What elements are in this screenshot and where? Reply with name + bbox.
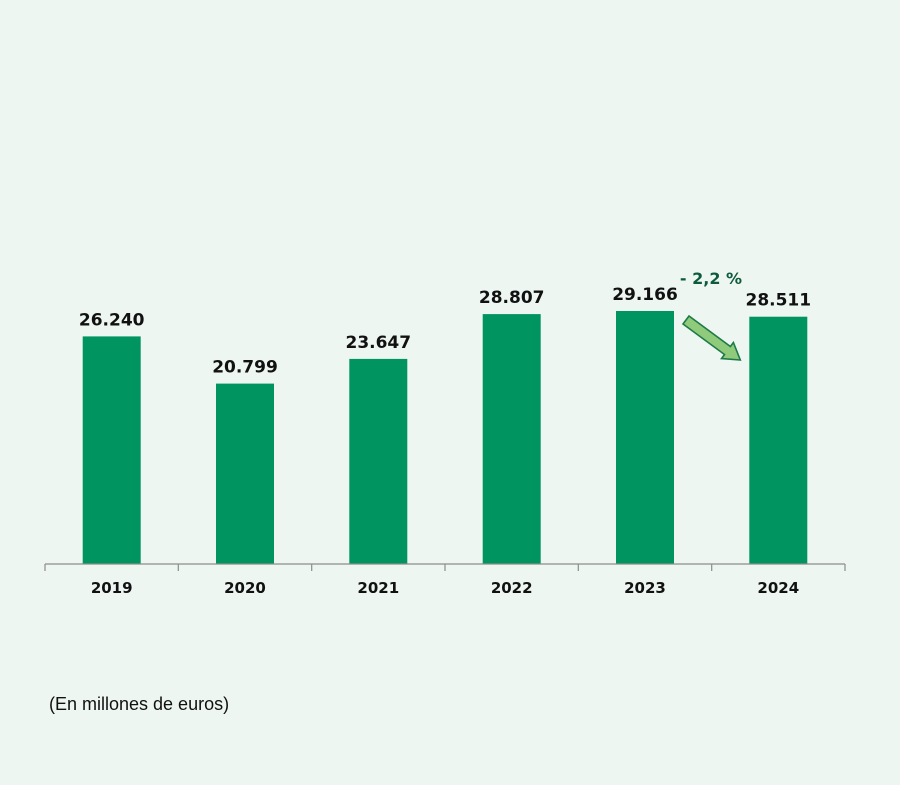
tick-label-2020: 2020 xyxy=(224,579,266,597)
value-label-2024: 28.511 xyxy=(745,291,811,311)
bar-2024 xyxy=(749,316,808,564)
bar-2021 xyxy=(349,358,408,564)
value-label-2021: 23.647 xyxy=(345,333,411,353)
change-percent-label: - 2,2 % xyxy=(680,269,742,288)
value-label-2022: 28.807 xyxy=(479,288,545,308)
tick-label-2023: 2023 xyxy=(624,579,666,597)
value-label-2020: 20.799 xyxy=(212,358,278,378)
bars-layer xyxy=(82,311,808,564)
value-label-2019: 26.240 xyxy=(79,310,145,330)
value-label-2023: 29.166 xyxy=(612,285,678,305)
value-labels-layer: 26.240 20.799 23.647 28.807 29.166 28.511 xyxy=(79,285,811,378)
down-right-arrow-icon xyxy=(681,314,742,361)
change-annotation: - 2,2 % xyxy=(680,269,742,361)
tick-label-2024: 2024 xyxy=(757,579,799,597)
tick-label-2019: 2019 xyxy=(91,579,133,597)
tick-label-2021: 2021 xyxy=(357,579,399,597)
bar-2023 xyxy=(616,311,674,564)
tick-label-2022: 2022 xyxy=(491,579,533,597)
x-axis-tick-labels: 2019 2020 2021 2022 2023 2024 xyxy=(91,579,799,597)
bar-2022 xyxy=(482,314,541,564)
bar-2019 xyxy=(82,336,141,564)
units-footnote: (En millones de euros) xyxy=(49,694,230,714)
bar-2020 xyxy=(216,383,274,564)
x-axis-ticks xyxy=(44,564,846,571)
